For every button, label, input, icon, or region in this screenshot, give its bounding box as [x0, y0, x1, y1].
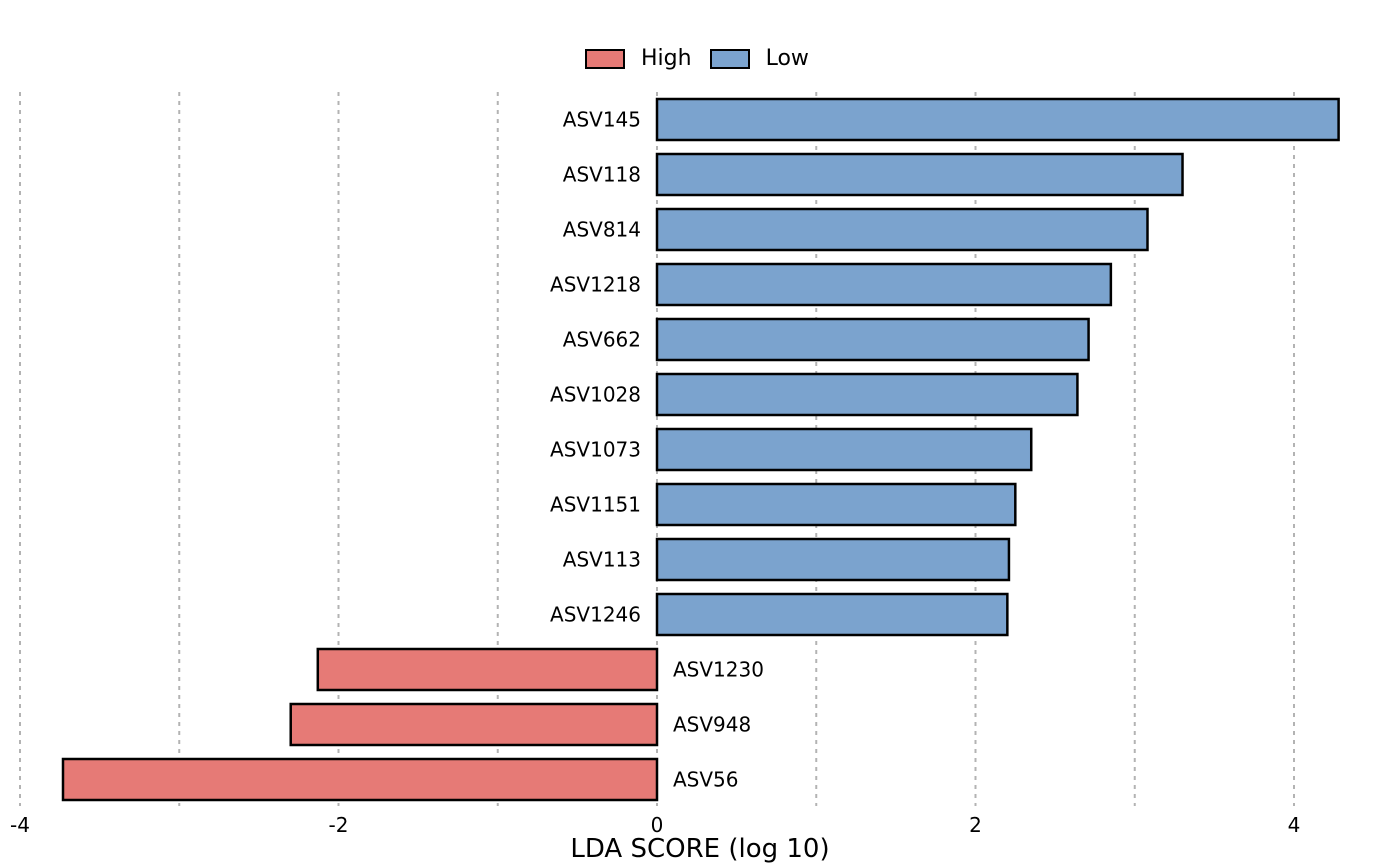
- bar-label: ASV1028: [550, 383, 641, 407]
- x-tick-label: -2: [329, 813, 349, 837]
- bar-label: ASV1218: [550, 273, 641, 297]
- bar: [655, 317, 1090, 362]
- bar: [655, 207, 1149, 252]
- bar: [655, 537, 1011, 582]
- bar-label: ASV662: [563, 328, 641, 352]
- legend-swatch-low: [709, 48, 750, 69]
- bar-label: ASV113: [563, 548, 641, 572]
- bar-label: ASV814: [563, 218, 641, 242]
- bar: [655, 372, 1079, 417]
- legend: High Low: [585, 46, 827, 71]
- bar-label: ASV1073: [550, 438, 641, 462]
- bar: [655, 592, 1009, 637]
- bar-label: ASV1151: [550, 493, 641, 517]
- bar: [655, 482, 1017, 527]
- x-tick-label: 4: [1288, 813, 1301, 837]
- legend-item-high: High: [585, 46, 692, 71]
- bar: [655, 97, 1340, 142]
- bar-label: ASV56: [673, 768, 739, 792]
- bar-label: ASV1246: [550, 603, 641, 627]
- legend-swatch-high: [585, 48, 625, 69]
- legend-item-low: Low: [709, 46, 809, 71]
- bar: [655, 427, 1033, 472]
- bar-label: ASV118: [563, 163, 641, 187]
- bar: [655, 152, 1184, 197]
- bar: [316, 647, 659, 692]
- legend-label-low: Low: [765, 46, 809, 71]
- x-tick-label: 0: [651, 813, 664, 837]
- bar-label: ASV948: [673, 713, 751, 737]
- x-axis-title: LDA SCORE (log 10): [570, 834, 830, 864]
- bar: [61, 757, 659, 802]
- legend-label-high: High: [641, 46, 692, 71]
- bar-label: ASV1230: [673, 658, 764, 682]
- bar: [289, 702, 659, 747]
- bar-label: ASV145: [563, 108, 641, 132]
- bar: [655, 262, 1113, 307]
- x-tick-label: 2: [969, 813, 982, 837]
- x-tick-label: -4: [10, 813, 30, 837]
